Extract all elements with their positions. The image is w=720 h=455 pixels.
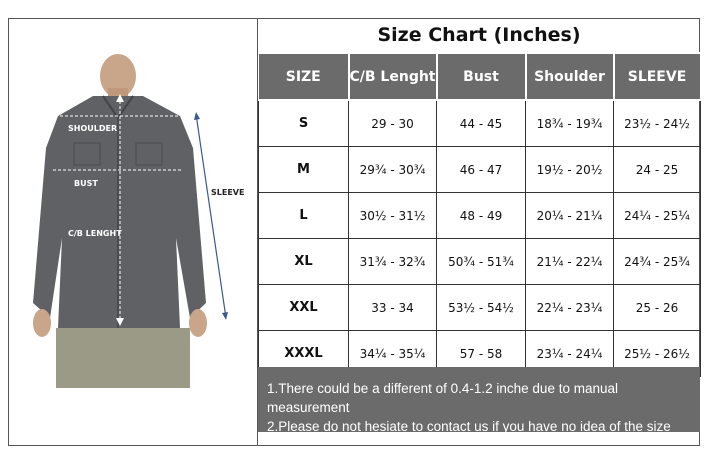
measurement-cell: 23½ - 24½ [613, 99, 701, 147]
size-cell: M [258, 146, 349, 193]
table-row: L 30½ - 31½ 48 - 49 20¼ - 21¼ 24¼ - 25¼ [258, 192, 701, 239]
size-table: SIZE C/B Lenght Bust Shoulder SLEEVE S 29… [258, 52, 702, 377]
measurement-cell: 46 - 47 [436, 146, 526, 193]
shoulder-label: SHOULDER [68, 124, 118, 133]
size-cell: L [258, 192, 349, 239]
measurement-cell: 30½ - 31½ [348, 192, 437, 239]
measurement-cell: 20¼ - 21¼ [525, 192, 614, 239]
measurement-cell: 29¾ - 30¾ [348, 146, 437, 193]
shirt-diagram: SHOULDER BUST C/B LENGHT SLEEVE [8, 18, 258, 446]
table-header-row: SIZE C/B Lenght Bust Shoulder SLEEVE [258, 52, 702, 101]
measurement-cell: 22¼ - 23¼ [525, 284, 614, 331]
measurement-cell: 18¾ - 19¾ [525, 99, 614, 147]
measurement-cell: 25 - 26 [613, 284, 701, 331]
shirt-illustration [33, 54, 228, 388]
table-row: M 29¾ - 30¾ 46 - 47 19½ - 20½ 24 - 25 [258, 146, 701, 193]
cb-length-label: C/B LENGHT [68, 229, 122, 238]
measurement-cell: 19½ - 20½ [525, 146, 614, 193]
measurement-cell: 24¼ - 25¼ [613, 192, 701, 239]
sleeve-label: SLEEVE [211, 188, 245, 197]
bust-label: BUST [74, 179, 98, 188]
header-size: SIZE [258, 52, 350, 101]
size-cell: XXL [258, 284, 349, 331]
note-1: 1.There could be a different of 0.4-1.2 … [267, 381, 618, 415]
measurement-cell: 29 - 30 [348, 99, 437, 147]
note-2: 2.Please do not hesiate to contact us if… [267, 419, 671, 434]
page-title: Size Chart (Inches) [377, 24, 581, 46]
measurement-cell: 53½ - 54½ [436, 284, 526, 331]
header-shoulder: Shoulder [525, 52, 615, 101]
measurement-cell: 48 - 49 [436, 192, 526, 239]
header-bust: Bust [436, 52, 527, 101]
measurement-cell: 21¼ - 22¼ [525, 238, 614, 285]
table-row: XL 31¾ - 32¾ 50¾ - 51¾ 21¼ - 22¼ 24¾ - 25¾ [258, 238, 701, 285]
notes: 1.There could be a different of 0.4-1.2 … [258, 367, 700, 434]
measurement-cell: 24¾ - 25¾ [613, 238, 701, 285]
measurement-cell: 50¾ - 51¾ [436, 238, 526, 285]
measurement-cell: 24 - 25 [613, 146, 701, 193]
size-cell: XL [258, 238, 349, 285]
header-cb-length: C/B Lenght [348, 52, 438, 101]
table-row: XXL 33 - 34 53½ - 54½ 22¼ - 23¼ 25 - 26 [258, 284, 701, 331]
measurement-cell: 44 - 45 [436, 99, 526, 147]
header-sleeve: SLEEVE [613, 52, 702, 101]
measurement-cell: 33 - 34 [348, 284, 437, 331]
table-row: S 29 - 30 44 - 45 18¾ - 19¾ 23½ - 24½ [258, 99, 701, 147]
size-cell: S [258, 99, 349, 147]
measurement-cell: 31¾ - 32¾ [348, 238, 437, 285]
